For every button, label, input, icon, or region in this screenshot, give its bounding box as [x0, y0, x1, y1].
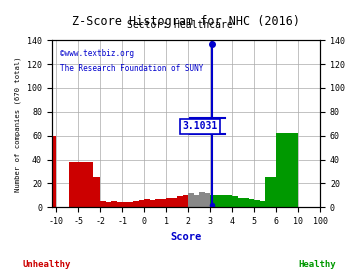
Bar — [210, 195, 216, 207]
Text: 3.1031: 3.1031 — [183, 121, 218, 131]
Bar — [93, 177, 100, 207]
Bar — [111, 201, 117, 207]
Bar — [100, 201, 105, 207]
Bar — [260, 201, 265, 207]
Bar — [199, 192, 204, 207]
Text: Sector: Healthcare: Sector: Healthcare — [127, 20, 233, 30]
Bar — [166, 198, 172, 207]
Bar — [243, 198, 248, 207]
Bar — [216, 195, 221, 207]
Bar — [139, 200, 144, 207]
Bar — [177, 197, 183, 207]
Bar — [105, 202, 111, 207]
Bar — [128, 202, 133, 207]
Bar — [232, 197, 238, 207]
Bar — [161, 199, 166, 207]
Bar — [276, 133, 298, 207]
Bar — [155, 199, 161, 207]
Bar — [122, 202, 128, 207]
Bar — [69, 162, 78, 207]
Bar — [248, 199, 254, 207]
Bar — [78, 162, 93, 207]
Bar — [133, 201, 139, 207]
Bar — [144, 199, 150, 207]
Bar — [204, 193, 210, 207]
Text: Unhealthy: Unhealthy — [23, 260, 71, 269]
Text: Healthy: Healthy — [298, 260, 336, 269]
Y-axis label: Number of companies (670 total): Number of companies (670 total) — [15, 56, 22, 191]
Bar — [52, 136, 56, 207]
Title: Z-Score Histogram for NHC (2016): Z-Score Histogram for NHC (2016) — [72, 15, 300, 28]
Bar — [238, 198, 243, 207]
Bar — [117, 202, 122, 207]
Bar — [172, 198, 177, 207]
Bar — [183, 195, 188, 207]
Bar — [194, 195, 199, 207]
Bar — [150, 200, 155, 207]
X-axis label: Score: Score — [170, 231, 202, 241]
Bar — [254, 200, 260, 207]
Bar — [221, 195, 226, 207]
Text: The Research Foundation of SUNY: The Research Foundation of SUNY — [60, 64, 203, 73]
Bar — [265, 177, 276, 207]
Text: ©www.textbiz.org: ©www.textbiz.org — [60, 49, 134, 58]
Bar — [226, 195, 232, 207]
Bar — [188, 193, 194, 207]
